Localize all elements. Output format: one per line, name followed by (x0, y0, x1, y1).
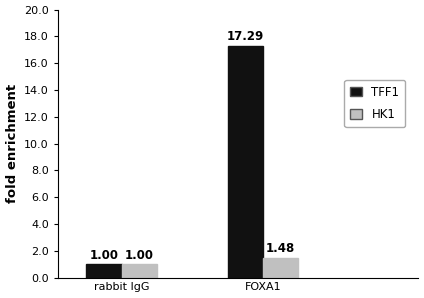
Text: 1.48: 1.48 (266, 242, 295, 255)
Text: 17.29: 17.29 (226, 30, 264, 43)
Legend: TFF1, HK1: TFF1, HK1 (344, 80, 405, 127)
Y-axis label: fold enrichment: fold enrichment (6, 84, 19, 203)
Bar (86, 264, 122, 277)
Bar (263, 258, 298, 277)
Text: 1.00: 1.00 (89, 249, 118, 262)
Bar (122, 264, 157, 277)
Bar (228, 46, 263, 277)
Text: 1.00: 1.00 (125, 249, 153, 262)
